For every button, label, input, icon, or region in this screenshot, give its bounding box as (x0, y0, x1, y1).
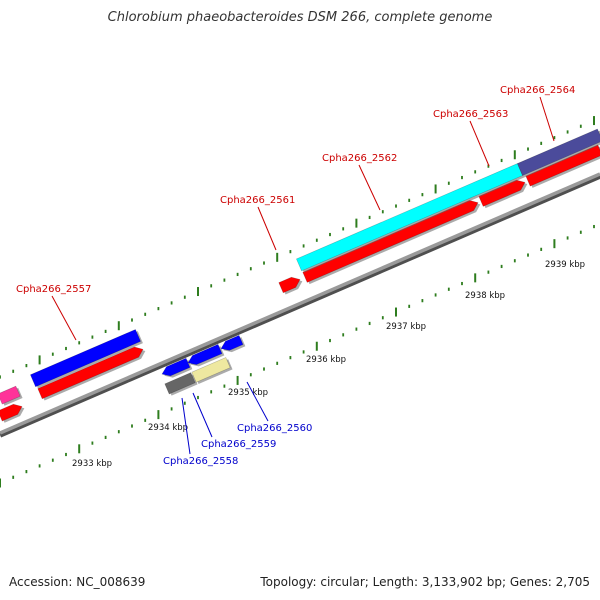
gene-feature-Cpha266_2562 (296, 163, 525, 273)
gene-leader-line-Cpha266_2557 (51, 295, 77, 341)
gene-label-Cpha266_2563: Cpha266_2563 (433, 109, 508, 120)
scale-tick-label: 2933 kbp (72, 459, 112, 469)
gene-label-Cpha266_2559: Cpha266_2559 (201, 439, 276, 450)
scale-tick-label: 2936 kbp (306, 355, 346, 365)
genome-summary-text: Topology: circular; Length: 3,133,902 bp… (260, 575, 590, 589)
reverse-cds-feature (161, 357, 193, 378)
gene-leader-line-Cpha266_2563 (469, 120, 490, 167)
cds-feature-body (0, 403, 23, 422)
scale-tick-label: 2935 kbp (228, 388, 268, 398)
reverse-cds-feature (220, 334, 246, 353)
scale-tick-label: 2937 kbp (386, 322, 426, 332)
scale-tick-label: 2938 kbp (465, 291, 505, 301)
backbone-shadow (0, 173, 600, 438)
gene-label-Cpha266_2557: Cpha266_2557 (16, 284, 91, 295)
gene-feature-Cpha266_2559 (191, 357, 233, 385)
gene-feature-Cpha266_2558 (164, 372, 198, 396)
gene-feature-Cpha266_2564 (517, 128, 600, 178)
cds-feature (278, 276, 303, 295)
gene-feature-body (0, 385, 21, 405)
reverse-cds-feature-body (187, 344, 223, 365)
gene-leader-line-Cpha266_2559 (192, 392, 213, 438)
gene-leader-line-Cpha266_2562 (358, 164, 381, 211)
accession-text: Accession: NC_008639 (9, 575, 146, 589)
gene-feature-Cpha266_2559-body (191, 357, 231, 383)
gene-leader-line-Cpha266_2558 (181, 397, 191, 455)
gene-label-Cpha266_2562: Cpha266_2562 (322, 153, 397, 164)
backbone (0, 172, 600, 435)
gene-leader-line-Cpha266_2561 (257, 206, 277, 251)
gene-label-Cpha266_2564: Cpha266_2564 (500, 85, 575, 96)
reverse-cds-feature (187, 344, 225, 367)
gene-feature-Cpha266_2564-body (517, 128, 600, 176)
gene-leader-line-Cpha266_2564 (539, 96, 555, 142)
gene-label-Cpha266_2561: Cpha266_2561 (220, 195, 295, 206)
cds-feature (37, 346, 146, 401)
cds-feature (0, 403, 25, 423)
gene-feature-Cpha266_2558-body (164, 372, 196, 395)
gene-label-Cpha266_2558: Cpha266_2558 (163, 456, 238, 467)
gene-feature-Cpha266_2557-body (30, 329, 141, 388)
gene-feature (0, 385, 23, 406)
scale-tick-label: 2934 kbp (148, 423, 188, 433)
map-title: Chlorobium phaeobacteroides DSM 266, com… (107, 10, 493, 25)
gene-label-Cpha266_2560: Cpha266_2560 (237, 423, 312, 434)
reverse-cds-feature-body (161, 357, 191, 377)
reverse-cds-feature-body (220, 334, 244, 351)
gene-feature-Cpha266_2557 (30, 329, 143, 389)
cds-feature-body (37, 346, 144, 400)
cds-feature-body (278, 276, 301, 294)
gene-feature-Cpha266_2562-body (296, 163, 523, 272)
gene-leader-line-Cpha266_2560 (246, 381, 269, 422)
scale-tick-label: 2939 kbp (545, 260, 585, 270)
